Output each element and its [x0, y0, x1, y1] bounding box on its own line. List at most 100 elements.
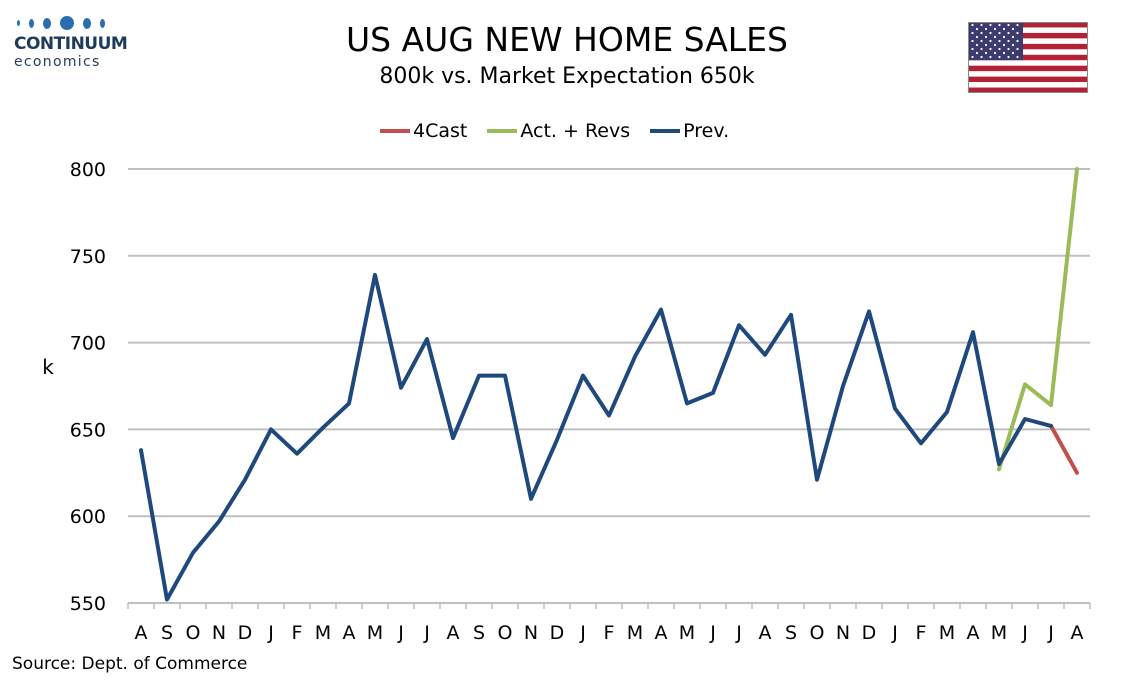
flag-star: [1007, 23, 1010, 27]
continuum-logo: CONTINUUM economics: [14, 14, 134, 74]
flag-star: [989, 39, 992, 43]
legend-item-4cast: 4Cast: [380, 118, 467, 144]
flag-star: [1016, 39, 1019, 43]
x-tick-label: A: [655, 622, 668, 644]
flag-star: [971, 47, 974, 51]
legend-label-act-revs: Act. + Revs: [520, 120, 631, 142]
x-tick-label: J: [423, 622, 430, 644]
x-tick-label: A: [343, 622, 356, 644]
x-tick-label: N: [836, 622, 850, 644]
chart-legend: 4Cast Act. + Revs Prev.: [380, 118, 729, 144]
flag-star: [1011, 43, 1015, 47]
flag-star: [975, 27, 979, 31]
flag-star: [1002, 35, 1006, 39]
x-tick-label: J: [1047, 622, 1054, 644]
y-tick-label: 700: [70, 333, 106, 355]
chart-title: US AUG NEW HOME SALES: [346, 20, 788, 59]
flag-star: [998, 23, 1001, 27]
flag-star: [980, 47, 983, 51]
us-flag-icon: [968, 22, 1088, 93]
x-tick-label: F: [604, 622, 615, 644]
flag-star: [1016, 47, 1019, 51]
flag-star: [975, 43, 979, 47]
flag-star: [993, 27, 997, 31]
x-tick-label: M: [315, 622, 331, 644]
x-tick-label: O: [186, 622, 201, 644]
flag-star: [971, 31, 974, 35]
flag-star: [993, 35, 997, 39]
y-axis-label: k: [42, 355, 54, 379]
x-tick-label: S: [161, 622, 173, 644]
legend-item-act-revs: Act. + Revs: [487, 118, 630, 144]
chart-subtitle: 800k vs. Market Expectation 650k: [379, 64, 755, 89]
x-tick-label: D: [238, 622, 253, 644]
y-tick-label: 650: [70, 419, 106, 441]
flag-star: [1016, 55, 1019, 59]
flag-star: [998, 47, 1001, 51]
x-tick-label: J: [1021, 622, 1028, 644]
x-tick-label: N: [212, 622, 226, 644]
logo-dots-icon: [14, 14, 134, 32]
flag-star: [1016, 23, 1019, 27]
legend-item-prev: Prev.: [650, 118, 729, 144]
legend-label-prev: Prev.: [683, 120, 730, 142]
logo-name: CONTINUUM: [14, 34, 128, 54]
flag-star: [998, 31, 1001, 35]
x-tick-label: D: [550, 622, 565, 644]
y-tick-label: 750: [70, 246, 106, 268]
x-tick-label: S: [473, 622, 485, 644]
flag-star: [1011, 35, 1015, 39]
flag-star: [1016, 31, 1019, 35]
flag-star: [1007, 31, 1010, 35]
x-tick-label: S: [785, 622, 797, 644]
x-tick-label: A: [447, 622, 460, 644]
flag-star: [1011, 51, 1015, 55]
y-tick-label: 600: [70, 506, 106, 528]
flag-star: [971, 39, 974, 43]
x-tick-label: A: [135, 622, 148, 644]
flag-star: [1002, 43, 1006, 47]
flag-star: [1007, 47, 1010, 51]
x-tick-label: M: [627, 622, 643, 644]
flag-star: [975, 51, 979, 55]
legend-swatch-4cast: [380, 129, 410, 133]
legend-swatch-prev: [650, 129, 681, 133]
x-tick-label: A: [967, 622, 980, 644]
flag-star: [984, 27, 988, 31]
flag-star: [980, 55, 983, 59]
flag-star: [993, 43, 997, 47]
x-tick-label: A: [1071, 622, 1084, 644]
x-tick-label: O: [498, 622, 513, 644]
flag-star: [989, 55, 992, 59]
logo-subtitle: economics: [14, 54, 101, 70]
flag-star: [1002, 51, 1006, 55]
flag-star: [1011, 27, 1015, 31]
flag-star: [1007, 39, 1010, 43]
y-tick-label: 800: [70, 159, 106, 181]
flag-star: [998, 55, 1001, 59]
flag-star: [984, 35, 988, 39]
x-tick-label: J: [397, 622, 404, 644]
source-note: Source: Dept. of Commerce: [12, 654, 248, 674]
x-tick-label: J: [891, 622, 898, 644]
x-tick-label: J: [735, 622, 742, 644]
flag-star: [998, 39, 1001, 43]
flag-star: [989, 31, 992, 35]
x-tick-label: F: [292, 622, 303, 644]
x-tick-label: A: [759, 622, 772, 644]
x-tick-label: M: [679, 622, 695, 644]
flag-star: [971, 23, 974, 27]
series-line-act-revs: [997, 167, 1079, 472]
legend-swatch-act-revs: [487, 129, 518, 133]
flag-star: [993, 51, 997, 55]
series-line-4cast: [1049, 423, 1079, 475]
flag-star: [1007, 55, 1010, 59]
x-tick-label: D: [862, 622, 877, 644]
x-tick-label: M: [367, 622, 383, 644]
series-line-prev: [139, 272, 1053, 602]
flag-star: [975, 35, 979, 39]
flag-star: [1002, 27, 1006, 31]
series-lines: [139, 167, 1079, 602]
